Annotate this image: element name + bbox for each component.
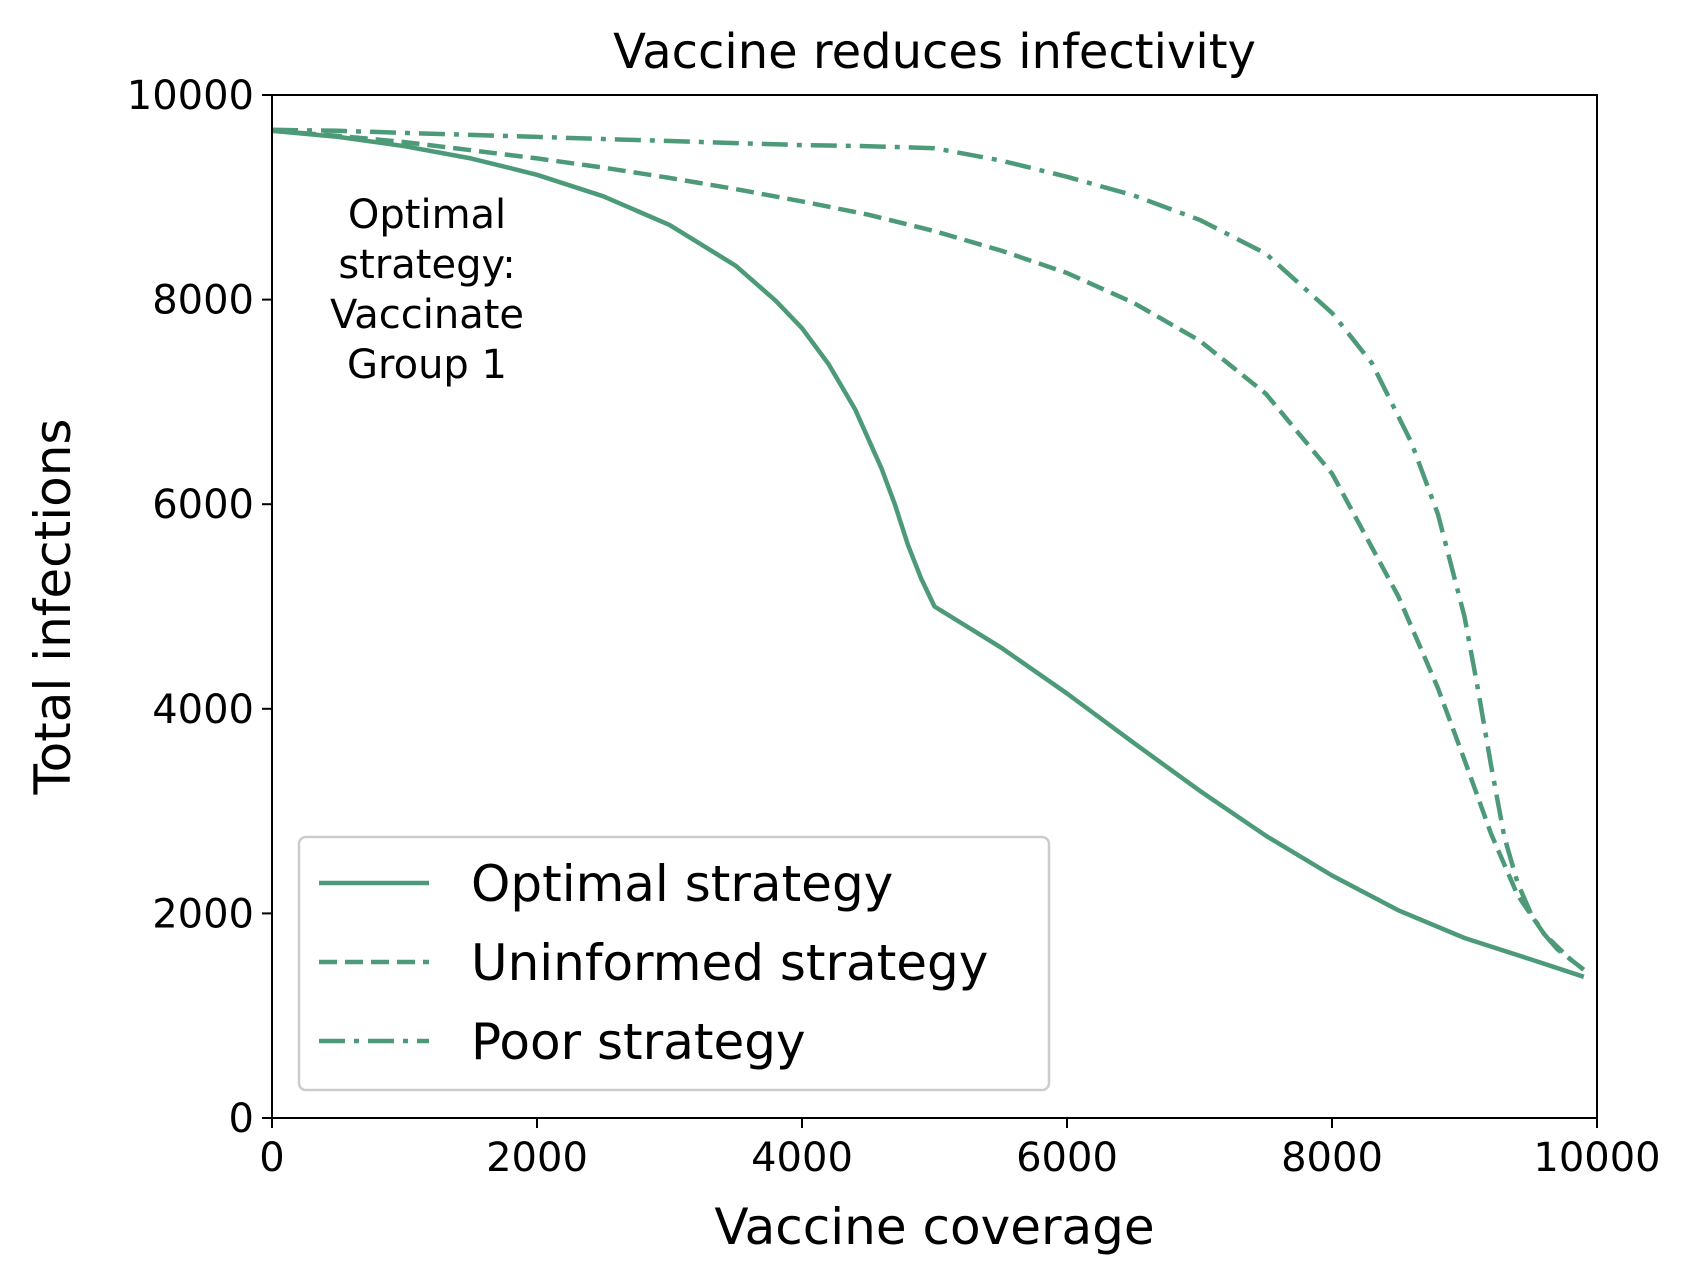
- y-axis-label: Total infections: [24, 419, 82, 796]
- legend-label: Poor strategy: [471, 1013, 806, 1071]
- x-tick-label: 0: [259, 1135, 284, 1181]
- chart-title: Vaccine reduces infectivity: [613, 24, 1256, 80]
- y-tick-label: 6000: [152, 482, 254, 528]
- x-tick-label: 6000: [1016, 1135, 1118, 1181]
- annotation-line: Vaccinate: [330, 292, 524, 338]
- legend-box: [297, 835, 1051, 1092]
- series-line-solid: [271, 128, 1585, 979]
- annotation-line: Optimal: [348, 192, 506, 238]
- y-tick-label: 2000: [152, 891, 254, 937]
- x-tick-label: 2000: [486, 1135, 588, 1181]
- x-axis-label: Vaccine coverage: [714, 1198, 1154, 1256]
- y-tick-label: 4000: [152, 687, 254, 733]
- series-line-dashed: [271, 128, 1586, 972]
- y-tick-label: 0: [229, 1096, 254, 1142]
- legend: Optimal strategy Uninformed strategy Poor …: [297, 835, 1051, 1092]
- y-tick-label: 8000: [152, 278, 254, 324]
- annotation-line: Group 1: [347, 342, 507, 388]
- annotation-line: strategy:: [338, 242, 515, 288]
- plot-frame: [271, 94, 1598, 1119]
- legend-label: Uninformed strategy: [471, 934, 988, 992]
- legend-label: Optimal strategy: [471, 855, 893, 913]
- x-tick-label: 10000: [1533, 1135, 1660, 1181]
- x-tick-label: 4000: [751, 1135, 853, 1181]
- series-layer: [271, 127, 1586, 979]
- y-tick-label: 10000: [127, 73, 254, 119]
- x-tick-label: 8000: [1281, 1135, 1383, 1181]
- axis-ticks: 0 2000 4000 6000 8000 10000 0 2000 4000 6000 8000 1…: [127, 73, 1661, 1181]
